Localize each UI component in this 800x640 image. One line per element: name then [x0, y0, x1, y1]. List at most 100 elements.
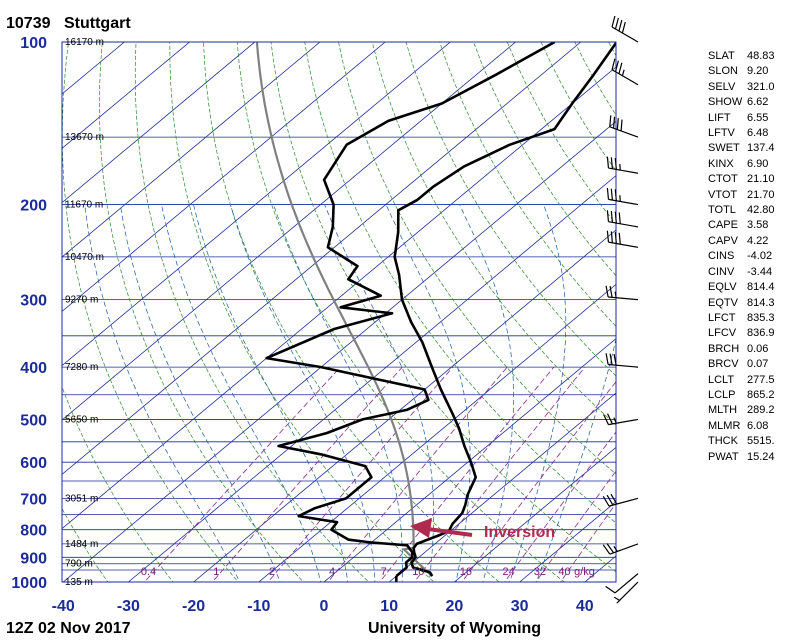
index-name: SLON: [708, 65, 738, 78]
index-value: 277.5: [747, 373, 775, 386]
wind-barb-flag: [614, 211, 617, 224]
wind-barb: [605, 353, 639, 368]
pressure-tick-label: 100: [20, 35, 47, 52]
moist-adiabat-line: [535, 337, 616, 582]
isotherm-line: [62, 42, 451, 367]
mixing-ratio-line: [461, 381, 616, 582]
dry-adiabat-line: [203, 42, 500, 582]
inversion-annotation: Inversion: [410, 518, 555, 541]
dry-adiabat-line: [338, 42, 616, 475]
wind-barb-half-flag: [613, 417, 617, 424]
wind-barb-shaft: [609, 126, 639, 138]
temperature-tick-label: -30: [117, 598, 140, 615]
index-name: EQLV: [708, 281, 737, 294]
index-value: 6.90: [747, 157, 769, 170]
mixing-ratio-label: 0.4: [141, 566, 156, 578]
mixing-ratio-label: 2: [269, 566, 275, 578]
mixing-ratio-line: [535, 470, 616, 582]
inversion-arrow-shaft: [427, 527, 473, 537]
mixing-ratio-line: [211, 366, 403, 582]
moist-adiabat-line: [161, 204, 322, 582]
index-value: 836.9: [747, 327, 775, 340]
index-name: LFCT: [708, 311, 736, 324]
pressure-tick-label: 700: [20, 491, 47, 508]
wind-barb: [611, 58, 639, 86]
index-row: SWET 137.4: [708, 141, 798, 156]
wind-barb: [606, 187, 639, 206]
plot-frame: [61, 41, 617, 583]
temperature-tick-label: -10: [247, 598, 270, 615]
mixing-ratio-line: [560, 502, 616, 582]
index-value: 21.10: [747, 173, 775, 186]
wind-barb: [602, 543, 639, 555]
wind-barb: [606, 230, 639, 248]
index-row: BRCH 0.06: [708, 342, 798, 357]
pressure-tick-label: 300: [20, 293, 47, 310]
moist-adiabat-line: [193, 204, 349, 582]
wind-barb-shaft: [608, 296, 639, 301]
moist-adiabat-line: [273, 204, 403, 582]
index-name: VTOT: [708, 188, 738, 201]
index-value: 6.48: [747, 127, 769, 140]
station-name: Stuttgart: [64, 15, 131, 32]
moist-adiabat-line: [119, 204, 281, 582]
wind-barb-flag: [618, 212, 621, 224]
wind-barb-flag: [614, 232, 617, 244]
isotherm-line: [62, 42, 582, 475]
index-row: EQLV 814.4: [708, 280, 798, 295]
moist-adiabat-line: [509, 204, 567, 582]
wind-barb-shaft: [608, 418, 639, 426]
index-name: CTOT: [708, 173, 738, 186]
dry-adiabat-line: [99, 42, 304, 582]
mixing-ratio-line: [413, 366, 586, 582]
index-value: 3.58: [747, 219, 769, 232]
dry-adiabat-line: [62, 42, 239, 582]
dry-adiabat-line: [270, 42, 616, 573]
dry-adiabat-line: [439, 42, 616, 327]
wind-barb-flag: [618, 19, 623, 32]
wind-barb: [609, 115, 639, 138]
moist-adiabat-line: [84, 204, 241, 582]
mixing-ratio-line: [504, 431, 616, 582]
dry-adiabat-line: [62, 508, 109, 582]
wind-barb-flag: [611, 15, 616, 28]
wind-barb-flag: [614, 158, 617, 170]
index-row: VTOT 21.70: [708, 188, 798, 203]
mixing-ratio-line: [327, 366, 508, 582]
wind-barb-flag: [618, 62, 623, 74]
mixing-ratio-line: [379, 366, 555, 582]
wind-barb-half-flag: [614, 291, 617, 298]
isotherm-line: [62, 42, 516, 421]
isotherm-line: [62, 42, 386, 312]
wind-barb-shaft: [608, 221, 639, 228]
footer-source: University of Wyoming: [368, 620, 541, 637]
wind-barb-shaft: [611, 26, 639, 43]
dewpoint-profile-line: [265, 42, 556, 578]
wind-barb-flag: [610, 157, 613, 169]
index-row: LIFT 6.55: [708, 111, 798, 126]
index-value: 6.62: [747, 96, 769, 109]
height-label: 11670 m: [65, 200, 103, 211]
temperature-tick-label: 0: [320, 598, 329, 615]
index-value: 137.4: [747, 142, 775, 155]
wind-barb: [614, 581, 639, 604]
wind-barb-flag: [606, 543, 615, 554]
index-row: LFCT 835.3: [708, 311, 798, 326]
index-row: CTOT 21.10: [708, 172, 798, 187]
sounding-profiles: [255, 42, 616, 582]
pressure-tick-label: 1000: [11, 575, 47, 592]
background-grid: [62, 42, 616, 582]
wind-barb-shaft: [608, 363, 639, 368]
wind-barb-flag: [606, 413, 613, 425]
isotherm-line: [62, 66, 616, 530]
wind-barb: [606, 210, 639, 228]
mixing-ratio-label: 7: [381, 566, 387, 578]
index-name: CAPV: [708, 234, 738, 247]
index-row: LCLT 277.5: [708, 373, 798, 388]
wind-barb-flag: [614, 17, 619, 30]
wind-barb-shaft: [608, 241, 639, 248]
wind-barb-shaft: [608, 497, 639, 507]
wind-barb-flag: [614, 189, 617, 201]
wind-barb-flag: [616, 118, 619, 130]
